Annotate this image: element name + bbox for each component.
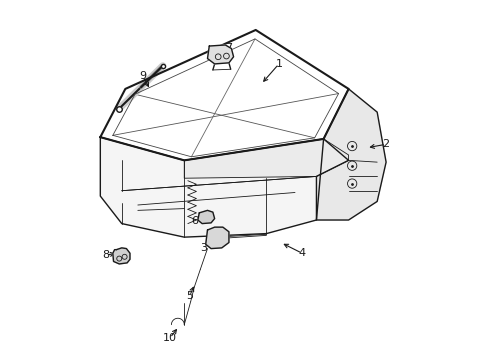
Text: 1: 1 bbox=[275, 59, 282, 69]
Polygon shape bbox=[113, 248, 130, 264]
Text: 6: 6 bbox=[192, 216, 198, 226]
Text: 4: 4 bbox=[298, 248, 306, 258]
Text: 10: 10 bbox=[163, 333, 177, 343]
Polygon shape bbox=[206, 227, 229, 249]
Text: 5: 5 bbox=[186, 291, 193, 301]
Text: 3: 3 bbox=[200, 243, 207, 253]
Text: 8: 8 bbox=[102, 250, 109, 260]
Polygon shape bbox=[207, 45, 234, 64]
Text: 7: 7 bbox=[225, 43, 232, 53]
Polygon shape bbox=[100, 137, 323, 237]
Polygon shape bbox=[100, 30, 348, 160]
Text: 9: 9 bbox=[140, 71, 147, 81]
Polygon shape bbox=[317, 89, 386, 220]
Polygon shape bbox=[184, 139, 348, 178]
Polygon shape bbox=[198, 210, 215, 224]
Text: 2: 2 bbox=[383, 139, 390, 149]
